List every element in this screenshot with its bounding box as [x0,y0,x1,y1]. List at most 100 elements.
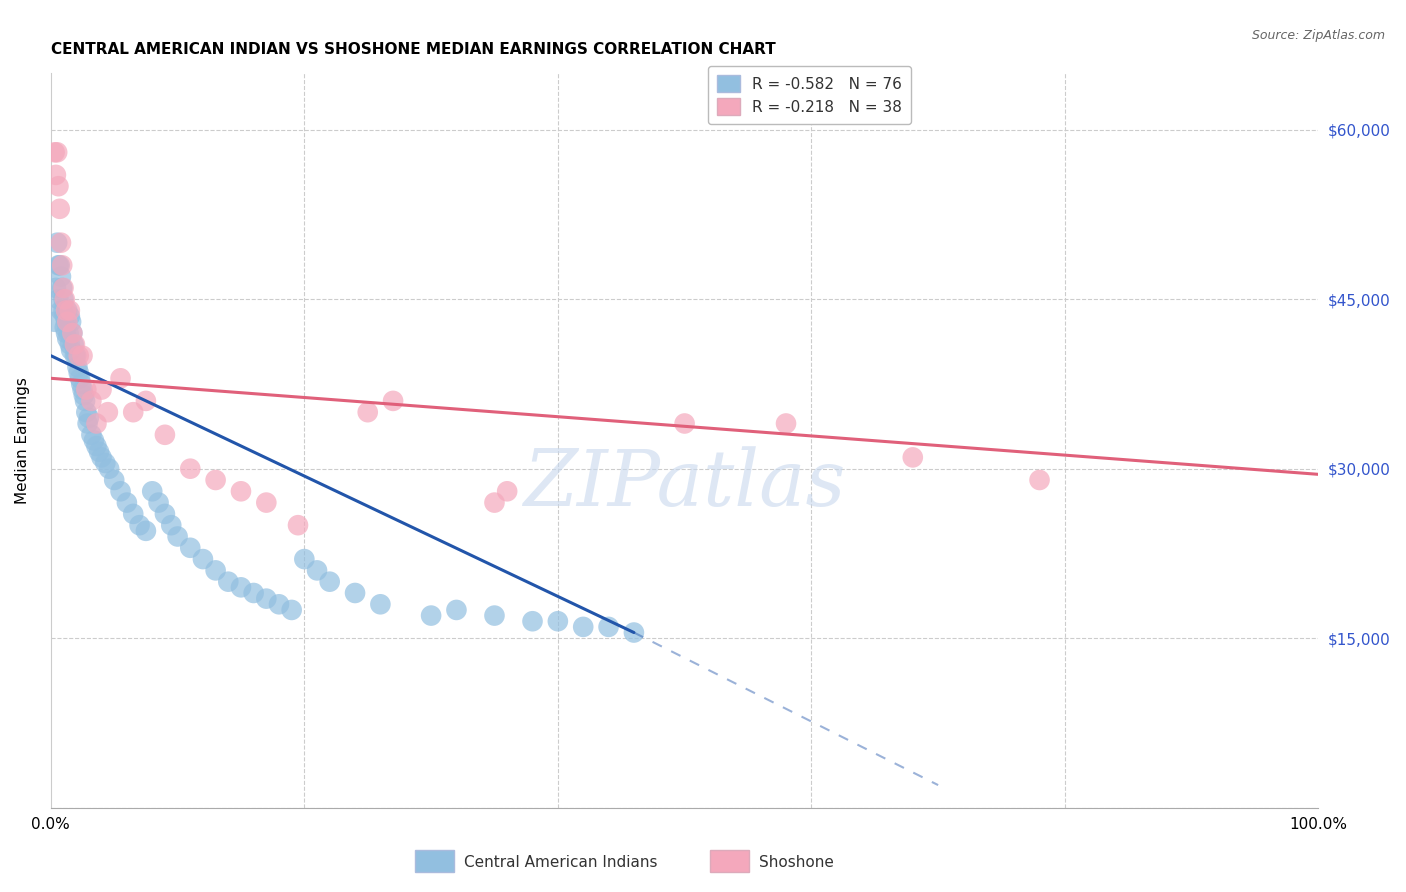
Text: Source: ZipAtlas.com: Source: ZipAtlas.com [1251,29,1385,42]
Point [135,393,157,408]
Point [87,444,110,458]
Point [51,258,73,272]
Legend: R = -0.582   N = 76, R = -0.218   N = 38: R = -0.582 N = 76, R = -0.218 N = 38 [709,66,911,124]
Point [229,580,252,594]
Point [80,393,103,408]
Text: ZIPatlas: ZIPatlas [523,446,846,523]
Point [547,614,569,628]
Point [110,484,132,499]
Point [179,461,201,475]
Point [67,366,90,380]
Point [344,586,367,600]
Point [72,349,94,363]
Point [72,383,94,397]
Point [148,495,170,509]
Point [115,495,138,509]
Point [420,608,443,623]
Point [254,495,277,509]
Point [160,518,183,533]
Point [267,597,290,611]
Point [110,371,132,385]
Point [86,417,108,431]
Point [52,303,75,318]
Point [48,258,70,272]
Text: CENTRAL AMERICAN INDIAN VS SHOSHONE MEDIAN EARNINGS CORRELATION CHART: CENTRAL AMERICAN INDIAN VS SHOSHONE MEDI… [51,42,776,57]
Point [49,303,72,318]
Point [103,473,125,487]
Point [901,450,924,465]
Point [572,620,595,634]
Point [496,484,519,499]
Point [53,320,76,334]
Point [48,258,70,272]
Point [63,349,86,363]
Point [318,574,340,589]
Point [44,145,66,160]
Point [522,614,544,628]
Point [775,417,797,431]
Point [357,405,380,419]
Point [484,495,506,509]
Point [52,281,75,295]
Point [242,586,264,600]
Point [83,434,105,448]
Point [370,597,392,611]
Point [46,235,69,250]
Text: Shoshone: Shoshone [759,855,834,870]
Point [48,292,70,306]
Point [53,292,76,306]
Point [623,625,645,640]
Point [191,552,214,566]
Point [59,309,82,323]
Point [55,315,77,329]
Point [97,405,120,419]
Point [446,603,468,617]
Point [60,315,83,329]
Point [56,332,79,346]
Point [60,326,83,340]
Point [52,292,75,306]
Point [59,303,82,318]
Point [153,427,176,442]
Point [229,484,252,499]
Point [122,405,145,419]
Point [56,303,79,318]
Point [598,620,620,634]
Point [90,383,112,397]
Point [53,309,76,323]
Point [51,281,73,295]
Point [48,202,70,216]
Point [135,524,157,538]
Point [46,145,69,160]
Point [45,281,67,295]
Point [77,410,100,425]
Point [58,326,80,340]
Point [484,608,506,623]
Point [48,179,70,194]
Point [59,337,82,351]
Point [86,439,108,453]
Point [67,349,90,363]
Point [204,563,226,577]
Point [153,507,176,521]
Point [128,518,150,533]
Point [56,315,79,329]
Point [75,383,97,397]
Point [94,456,117,470]
Point [305,563,328,577]
Point [80,427,103,442]
Point [73,388,96,402]
Point [90,450,112,465]
Point [73,393,96,408]
Point [204,473,226,487]
Text: Central American Indians: Central American Indians [464,855,658,870]
Point [287,518,309,533]
Point [673,417,696,431]
Point [166,529,188,543]
Point [254,591,277,606]
Point [44,315,66,329]
Point [62,337,84,351]
Point [69,371,91,385]
Point [49,235,72,250]
Point [122,507,145,521]
